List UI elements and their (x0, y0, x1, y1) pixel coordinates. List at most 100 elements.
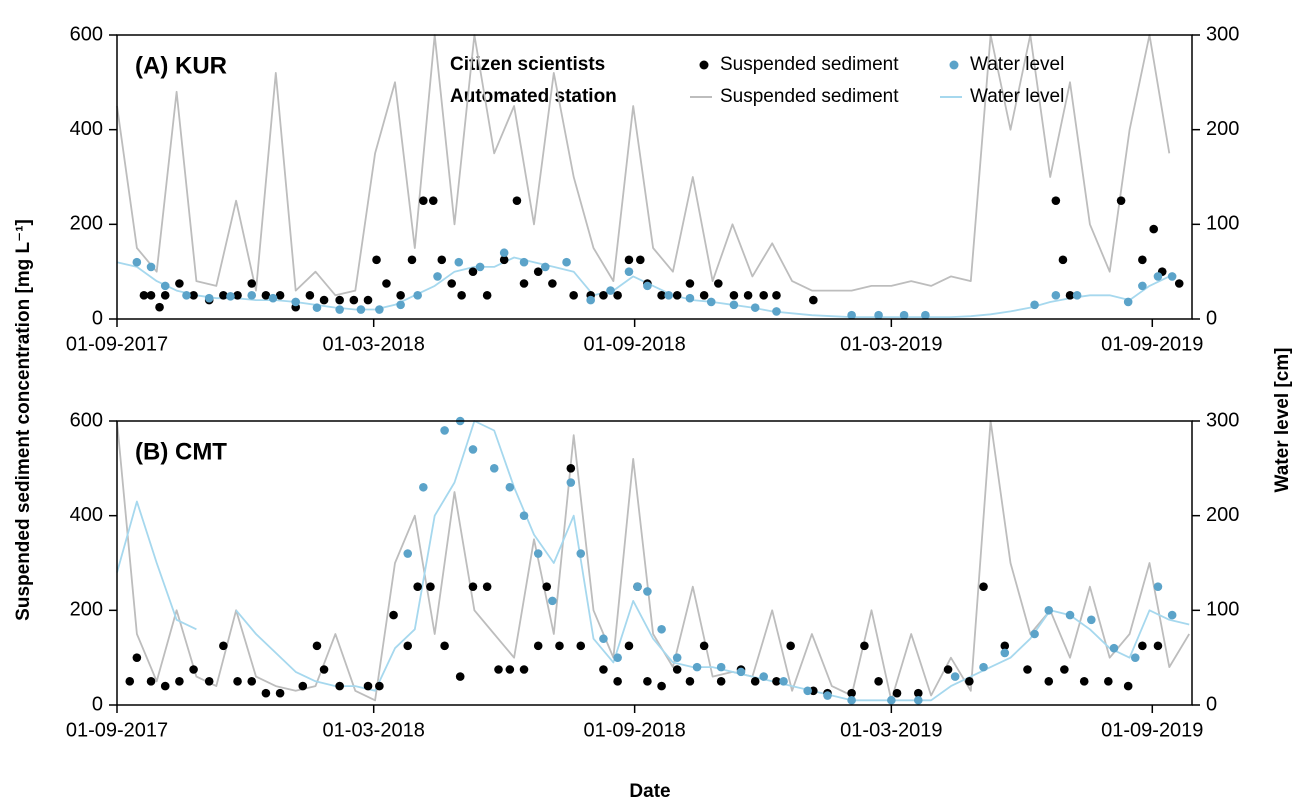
y2-tick-label: 100 (1206, 213, 1239, 235)
x-tick-label: 01-03-2019 (840, 719, 942, 741)
data-point (519, 511, 529, 520)
data-point (566, 464, 576, 473)
data-point (643, 281, 652, 291)
data-point (403, 549, 413, 558)
data-point (692, 662, 702, 672)
legend-label: Suspended sediment (720, 86, 899, 107)
data-point (519, 257, 529, 267)
y-tick-label: 0 (92, 307, 103, 329)
data-point (219, 291, 228, 300)
legend-label: Water level (970, 54, 1064, 75)
x-tick-label: 01-09-2017 (66, 333, 168, 355)
data-point (643, 677, 652, 686)
legend-symbol (949, 60, 959, 70)
panel-title: (B) CMT (135, 438, 227, 465)
data-point (716, 662, 726, 672)
data-point (643, 587, 652, 596)
data-point (624, 255, 634, 265)
y2-tick-label: 300 (1206, 409, 1239, 431)
data-point (505, 665, 515, 674)
data-point (759, 291, 769, 300)
y2-tick-label: 0 (1206, 693, 1217, 715)
x-tick-label: 01-09-2018 (583, 719, 685, 741)
data-point (204, 293, 214, 303)
data-point (533, 641, 543, 651)
data-point (312, 641, 322, 651)
data-point (1051, 196, 1061, 205)
data-line (116, 420, 1190, 702)
data-point (132, 653, 142, 662)
data-point (219, 641, 228, 651)
data-point (1109, 643, 1119, 653)
data-point (175, 279, 184, 288)
y2-tick-label: 200 (1206, 118, 1239, 140)
data-point (440, 641, 449, 651)
data-point (261, 291, 271, 300)
data-point (533, 549, 543, 558)
data-point (1153, 272, 1163, 281)
data-line (116, 34, 1171, 297)
data-point (146, 262, 156, 272)
data-point (803, 686, 812, 696)
data-point (1167, 272, 1177, 281)
data-point (899, 310, 909, 320)
data-point (576, 641, 586, 651)
data-point (714, 279, 723, 288)
data-point (189, 291, 198, 300)
data-point (1030, 300, 1039, 310)
data-point (716, 677, 726, 686)
data-point (457, 291, 466, 300)
data-point (312, 303, 322, 312)
data-point (494, 665, 503, 674)
data-point (375, 305, 384, 314)
data-point (160, 291, 170, 300)
x-tick-label: 01-03-2018 (323, 719, 425, 741)
data-point (160, 681, 170, 691)
data-point (729, 291, 739, 300)
data-point (779, 677, 788, 686)
data-point (636, 255, 645, 265)
y-axis-label: Suspended sediment concentration [mg L⁻¹… (13, 219, 34, 621)
y-tick-label: 400 (70, 118, 103, 140)
data-point (979, 582, 988, 591)
data-point (512, 196, 522, 205)
data-point (1123, 297, 1133, 307)
y2-tick-label: 200 (1206, 504, 1239, 526)
x-axis-label: Date (629, 781, 670, 802)
data-point (685, 279, 695, 288)
data-point (468, 267, 478, 276)
data-point (482, 582, 492, 591)
data-point (823, 691, 832, 700)
data-point (950, 672, 960, 681)
data-point (519, 279, 529, 288)
data-point (624, 267, 634, 276)
x-tick-label: 01-03-2019 (840, 333, 942, 355)
data-point (1023, 665, 1032, 674)
data-point (540, 262, 550, 272)
data-point (657, 681, 666, 691)
data-point (1079, 677, 1089, 686)
data-point (743, 291, 753, 300)
data-point (1087, 615, 1096, 625)
data-point (542, 582, 552, 591)
data-point (685, 293, 695, 303)
data-point (562, 257, 571, 267)
data-point (468, 445, 478, 454)
y-tick-label: 0 (92, 693, 103, 715)
data-point (233, 677, 242, 686)
data-point (613, 677, 622, 686)
data-point (247, 279, 257, 288)
data-point (275, 688, 285, 698)
data-point (1149, 224, 1159, 234)
data-point (268, 293, 278, 303)
data-point (356, 305, 366, 314)
data-point (419, 196, 428, 205)
data-point (1044, 606, 1054, 615)
data-point (847, 695, 856, 705)
data-point (943, 665, 953, 674)
data-point (699, 641, 709, 651)
plot-frame (116, 420, 1193, 706)
data-point (921, 310, 930, 320)
y2-tick-label: 0 (1206, 307, 1217, 329)
data-point (499, 255, 509, 265)
